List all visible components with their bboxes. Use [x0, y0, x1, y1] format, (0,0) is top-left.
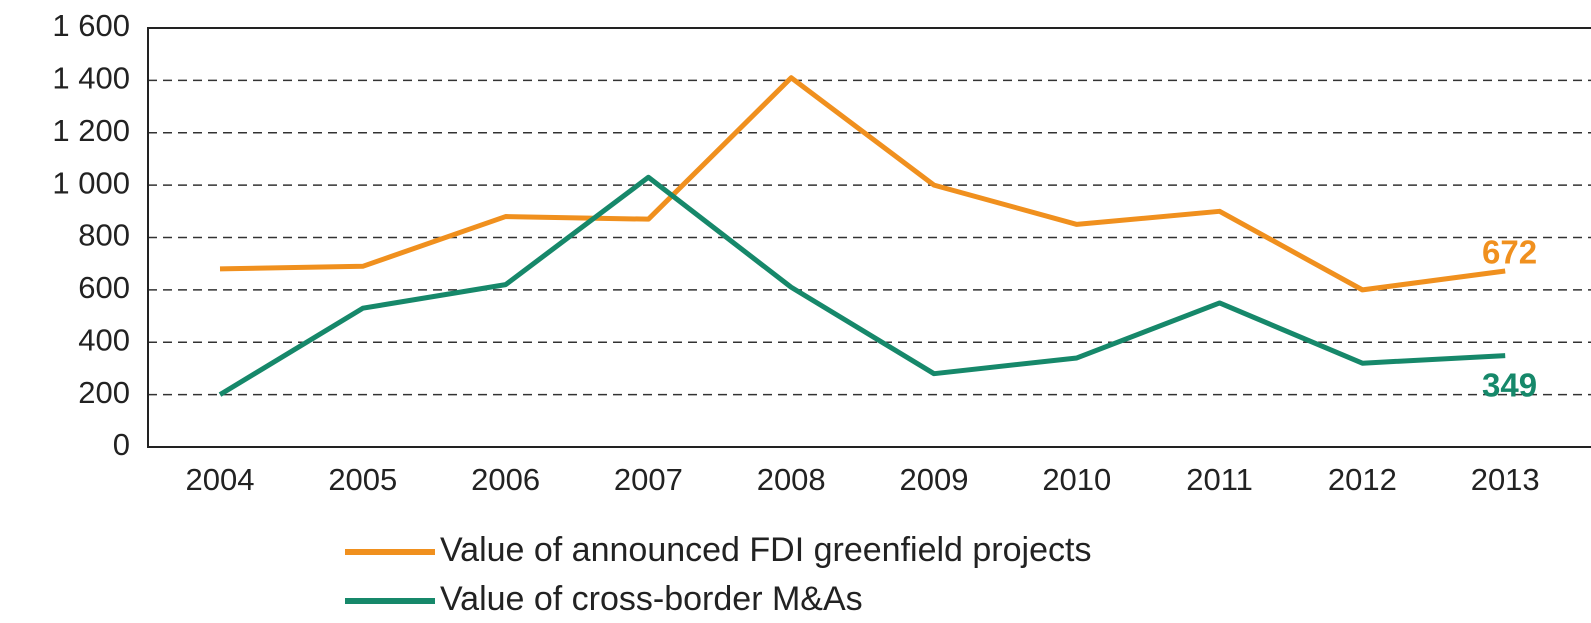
plot-frame	[147, 27, 1591, 448]
y-tick-label: 1 000	[52, 165, 130, 200]
x-tick-label: 2005	[328, 462, 397, 497]
y-tick-label: 1 400	[52, 61, 130, 96]
series-line	[219, 75, 1506, 293]
x-tick-label: 2011	[1186, 462, 1253, 497]
y-tick-label: 1 600	[52, 8, 130, 43]
y-tick-label: 600	[78, 270, 130, 305]
x-tick-label: 2012	[1328, 462, 1397, 497]
y-tick-label: 1 200	[52, 113, 130, 148]
data-label: 672	[1482, 234, 1537, 271]
x-tick-label: 2008	[757, 462, 826, 497]
y-tick-label: 800	[78, 218, 130, 253]
x-tick-label: 2007	[614, 462, 683, 497]
x-tick-label: 2010	[1042, 462, 1111, 497]
y-tick-label: 200	[78, 375, 130, 410]
y-tick-label: 400	[78, 322, 130, 357]
legend-label: Value of announced FDI greenfield projec…	[440, 531, 1091, 569]
y-tick-label: 0	[113, 427, 130, 462]
data-label: 349	[1482, 366, 1537, 403]
x-tick-label: 2004	[186, 462, 255, 497]
series-line	[218, 174, 1506, 397]
x-tick-label: 2006	[471, 462, 540, 497]
legend-label: Value of cross-border M&As	[440, 580, 863, 618]
x-tick-label: 2009	[900, 462, 969, 497]
x-tick-label: 2013	[1471, 462, 1540, 497]
